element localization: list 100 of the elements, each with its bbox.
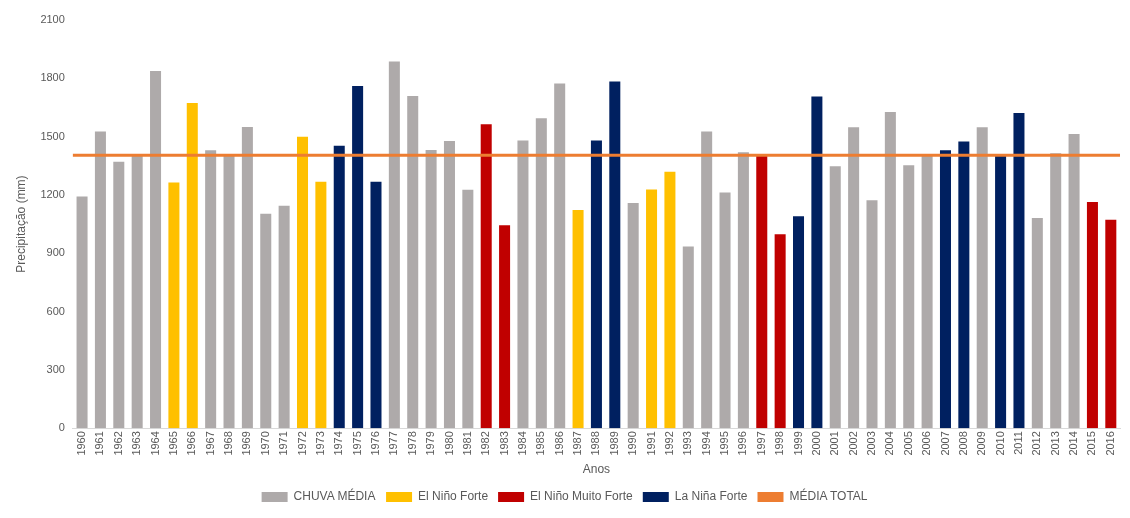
bar [333,145,345,429]
x-tick-label: 1966 [185,431,198,456]
x-tick-label: 1977 [387,431,400,456]
x-tick-label: 2005 [901,431,914,456]
legend-label: MÉDIA TOTAL [789,488,868,504]
bar [884,112,896,429]
x-tick-label: 1960 [75,431,88,456]
y-axis-title: Precipitação (mm) [13,175,28,273]
bar [205,150,217,429]
x-tick-label: 1969 [240,431,253,456]
bar [664,171,676,429]
x-tick-label: 1962 [111,431,124,456]
bar [388,61,400,429]
bar [682,246,694,429]
bar [1068,134,1080,429]
legend-label: El Niño Forte [418,489,489,504]
x-tick-label: 1970 [258,431,271,456]
bar [462,189,474,429]
x-axis-title: Anos [582,462,611,477]
x-tick-label: 1975 [350,431,363,456]
bar [499,225,511,429]
x-tick-label: 1979 [424,431,437,456]
y-tick-label: 300 [46,362,65,375]
x-tick-label: 2004 [883,431,896,456]
bar [572,209,584,429]
x-tick-label: 1999 [791,431,804,456]
x-tick-label: 1993 [681,431,694,456]
bar [737,152,749,429]
bar [131,155,143,429]
bar [517,140,529,429]
x-tick-label: 2000 [809,431,822,456]
x-tick-label: 1997 [754,431,767,456]
x-tick-label: 1992 [662,431,675,456]
y-tick-label: 900 [46,246,65,259]
bar [590,140,602,429]
x-tick-label: 1973 [313,431,326,456]
x-tick-label: 1988 [589,431,602,456]
x-tick-label: 1972 [295,431,308,456]
x-tick-label: 2009 [975,431,988,456]
x-tick-label: 2008 [956,431,969,456]
bar [866,200,878,429]
legend-label: La Niña Forte [674,489,748,504]
bar [701,131,713,429]
bar [646,189,658,429]
bar [554,83,566,429]
x-tick-label: 2012 [1030,431,1043,456]
bar [793,216,805,429]
x-tick-label: 2001 [828,431,841,456]
bar [921,155,933,429]
x-tick-label: 2013 [1048,431,1061,456]
bar [186,102,198,429]
bar [719,192,731,429]
y-tick-label: 1200 [40,187,65,200]
x-tick-label: 2010 [993,431,1006,456]
x-tick-label: 1996 [736,431,749,456]
x-tick-label: 1984 [515,431,528,456]
y-tick-label: 2100 [40,13,65,26]
y-tick-label: 1800 [40,71,65,84]
bar [535,118,547,429]
x-tick-label: 2014 [1067,431,1080,456]
bar [848,127,860,429]
bar [939,150,951,429]
x-tick-label: 1990 [626,431,639,456]
x-tick-label: 1961 [93,431,106,456]
bar [1105,219,1117,429]
y-tick-label: 1500 [40,129,65,142]
x-tick-label: 1994 [699,431,712,456]
y-tick-label: 600 [46,304,65,317]
x-tick-label: 2003 [865,431,878,456]
x-tick-label: 1964 [148,431,161,456]
x-tick-label: 1982 [479,431,492,456]
y-tick-label: 0 [58,421,65,434]
x-tick-label: 1974 [332,431,345,456]
x-tick-label: 1981 [460,431,473,456]
x-tick-label: 2006 [920,431,933,456]
legend-label: CHUVA MÉDIA [293,488,376,504]
bar [774,234,786,429]
x-tick-label: 1963 [130,431,143,456]
x-tick-label: 1995 [718,431,731,456]
bar [756,156,768,429]
x-tick-label: 1967 [203,431,216,456]
x-tick-label: 1978 [405,431,418,456]
bar [150,71,162,429]
bar [223,155,235,429]
bar [1031,218,1043,429]
x-tick-label: 1998 [773,431,786,456]
x-tick-label: 1976 [369,431,382,456]
bar [278,205,290,429]
bar [407,95,419,429]
x-tick-label: 1987 [571,431,584,456]
bar [1086,201,1098,429]
bar [958,141,970,429]
bar [315,181,327,429]
x-tick-label: 2016 [1103,431,1116,456]
bar [480,124,492,429]
bar [94,131,106,429]
bar [811,96,823,429]
bar [627,202,639,429]
bar [995,156,1007,429]
x-tick-label: 1965 [166,431,179,456]
